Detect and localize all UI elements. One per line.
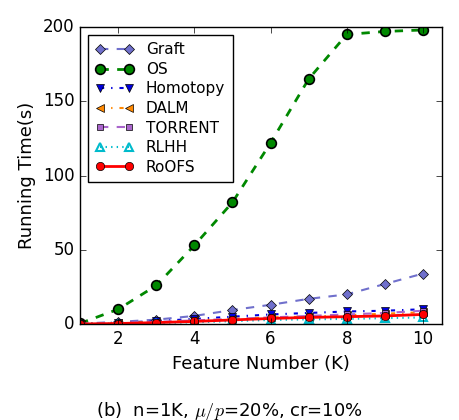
Line: OS: OS xyxy=(75,25,427,328)
Graft xyxy=(191,313,197,318)
Homotopy xyxy=(343,309,349,314)
Graft xyxy=(153,317,159,322)
TORRENT xyxy=(381,310,387,315)
Line: Homotopy: Homotopy xyxy=(76,305,426,328)
DALM xyxy=(343,312,349,318)
OS xyxy=(381,29,387,34)
RoOFS xyxy=(343,314,349,319)
Homotopy xyxy=(419,307,425,312)
TORRENT xyxy=(305,313,311,318)
Homotopy xyxy=(191,316,197,321)
DALM xyxy=(153,319,159,324)
RoOFS xyxy=(229,318,235,323)
Line: Graft: Graft xyxy=(77,270,425,327)
Graft xyxy=(77,321,83,326)
RoOFS xyxy=(381,313,387,318)
Homotopy xyxy=(153,319,159,324)
TORRENT xyxy=(77,321,83,326)
RLHH xyxy=(305,317,311,322)
RoOFS xyxy=(153,320,159,325)
Graft xyxy=(115,319,121,324)
TORRENT xyxy=(191,318,197,323)
RLHH xyxy=(229,319,235,324)
Graft xyxy=(267,302,273,307)
RoOFS xyxy=(305,315,311,320)
DALM xyxy=(115,320,121,326)
Graft xyxy=(419,271,425,276)
Line: RLHH: RLHH xyxy=(76,313,426,328)
RLHH xyxy=(267,318,273,323)
DALM xyxy=(267,315,273,320)
TORRENT xyxy=(153,319,159,324)
DALM xyxy=(77,321,83,326)
X-axis label: Feature Number (K): Feature Number (K) xyxy=(172,354,349,373)
Text: (b)  n=1K, $\mu/p$=20%, cr=10%: (b) n=1K, $\mu/p$=20%, cr=10% xyxy=(96,400,363,420)
Homotopy xyxy=(77,321,83,326)
Graft xyxy=(305,297,311,302)
Homotopy xyxy=(381,308,387,313)
Line: DALM: DALM xyxy=(76,308,426,328)
Graft xyxy=(343,292,349,297)
Graft xyxy=(381,281,387,286)
Line: RoOFS: RoOFS xyxy=(76,310,426,328)
Homotopy xyxy=(267,312,273,317)
Homotopy xyxy=(229,314,235,319)
OS xyxy=(153,283,159,288)
RoOFS xyxy=(419,312,425,317)
RoOFS xyxy=(191,319,197,324)
TORRENT xyxy=(115,320,121,326)
RLHH xyxy=(115,321,121,326)
OS xyxy=(419,27,425,32)
TORRENT xyxy=(229,316,235,321)
Homotopy xyxy=(305,310,311,315)
Homotopy xyxy=(115,320,121,325)
OS xyxy=(77,321,83,326)
TORRENT xyxy=(267,315,273,320)
TORRENT xyxy=(343,312,349,317)
RoOFS xyxy=(115,321,121,326)
RLHH xyxy=(381,316,387,321)
DALM xyxy=(191,318,197,323)
RLHH xyxy=(77,321,83,326)
RoOFS xyxy=(267,316,273,321)
OS xyxy=(305,76,311,81)
TORRENT xyxy=(419,308,425,313)
Graft xyxy=(229,307,235,312)
DALM xyxy=(229,316,235,321)
DALM xyxy=(305,314,311,319)
RLHH xyxy=(191,320,197,325)
OS xyxy=(115,307,121,312)
RLHH xyxy=(343,316,349,321)
OS xyxy=(267,140,273,145)
OS xyxy=(229,200,235,205)
Legend: Graft, OS, Homotopy, DALM, TORRENT, RLHH, RoOFS: Graft, OS, Homotopy, DALM, TORRENT, RLHH… xyxy=(88,34,232,182)
Line: TORRENT: TORRENT xyxy=(77,307,425,327)
RLHH xyxy=(419,315,425,320)
RLHH xyxy=(153,320,159,326)
DALM xyxy=(381,311,387,316)
RoOFS xyxy=(77,321,83,326)
OS xyxy=(191,243,197,248)
OS xyxy=(343,32,349,37)
Y-axis label: Running Time(s): Running Time(s) xyxy=(18,102,36,249)
DALM xyxy=(419,310,425,315)
